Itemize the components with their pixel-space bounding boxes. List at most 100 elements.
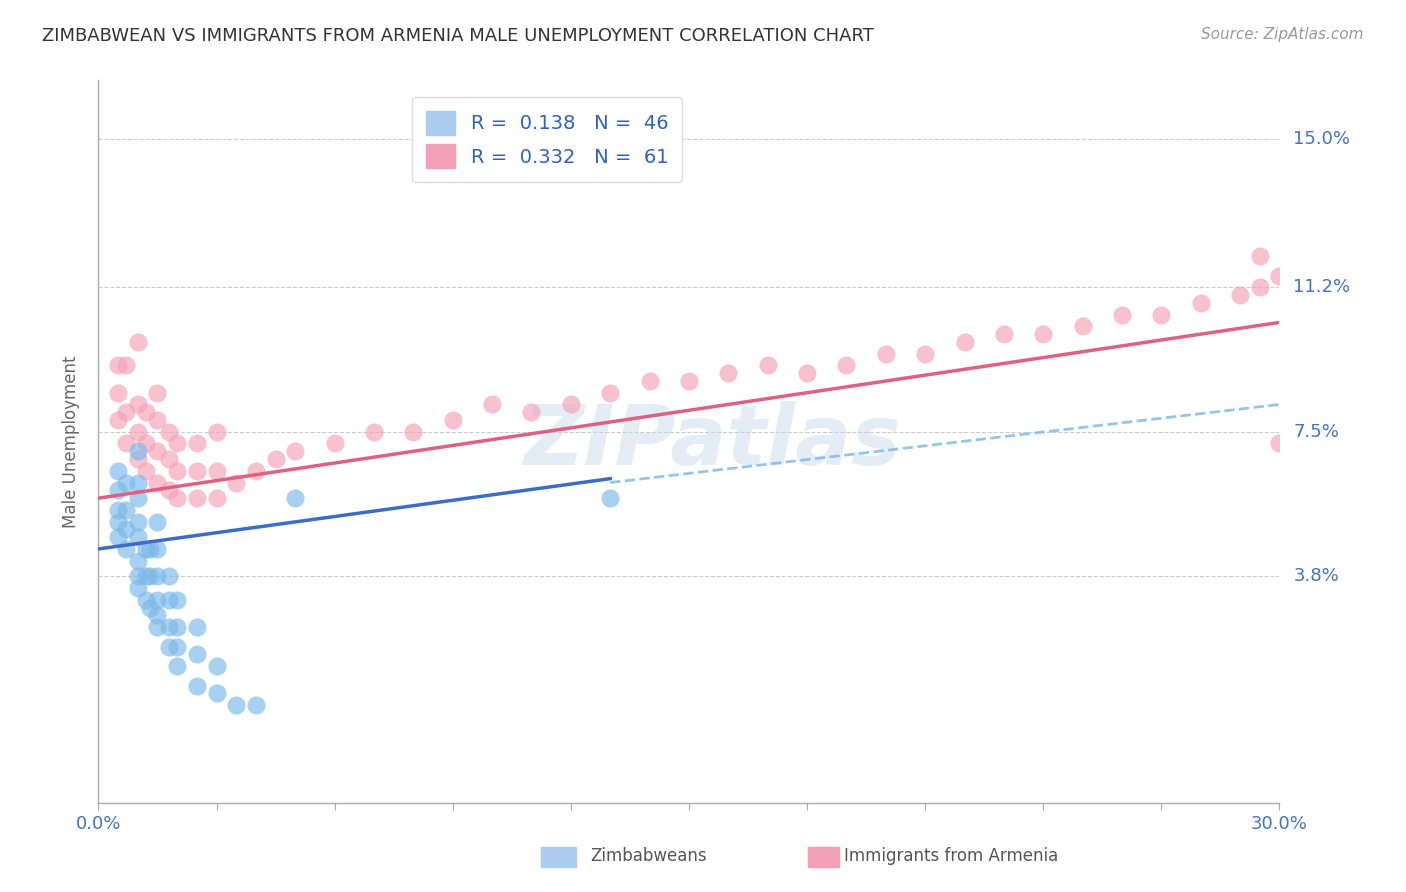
Point [127,569,149,583]
Point [993,327,1015,342]
Point [166,659,188,673]
Point [284,444,307,458]
Point [135,405,157,419]
Point [323,436,346,450]
Point [186,648,208,662]
Text: 11.2%: 11.2% [1294,278,1351,296]
Point [1032,327,1054,342]
Point [115,475,138,490]
Point [225,475,247,490]
Point [157,592,180,607]
Point [205,464,228,478]
Text: ZIMBABWEAN VS IMMIGRANTS FROM ARMENIA MALE UNEMPLOYMENT CORRELATION CHART: ZIMBABWEAN VS IMMIGRANTS FROM ARMENIA MA… [42,27,875,45]
Point [157,640,180,654]
Point [1150,308,1173,322]
Point [146,592,169,607]
Point [264,452,287,467]
Point [481,397,503,411]
Point [107,359,129,373]
Point [560,397,582,411]
Point [245,698,267,713]
Point [127,397,149,411]
Point [127,581,149,595]
Point [914,346,936,360]
Point [138,541,160,556]
Point [717,366,740,380]
Point [127,475,149,490]
Point [107,385,129,400]
Point [146,475,169,490]
Point [157,569,180,583]
Point [127,425,149,439]
Point [205,491,228,505]
Point [166,464,188,478]
Point [638,374,661,388]
Point [157,452,180,467]
Text: Immigrants from Armenia: Immigrants from Armenia [844,847,1057,865]
Point [186,436,208,450]
Point [135,436,157,450]
Point [115,405,138,419]
Point [1249,249,1271,263]
Point [115,436,138,450]
Point [1268,268,1291,283]
Point [186,679,208,693]
Point [796,366,818,380]
Point [1071,319,1094,334]
Point [1268,436,1291,450]
Point [146,385,169,400]
Point [1189,296,1212,310]
Point [205,686,228,700]
Point [157,425,180,439]
Point [115,359,138,373]
Point [107,483,129,498]
Point [441,413,464,427]
Point [225,698,247,713]
Point [127,334,149,349]
Point [363,425,385,439]
Point [135,592,157,607]
Point [135,569,157,583]
Point [146,620,169,634]
Point [520,405,543,419]
Point [875,346,897,360]
Point [166,620,188,634]
Text: ZIPatlas: ZIPatlas [523,401,901,482]
Point [166,592,188,607]
Point [599,491,621,505]
Point [135,464,157,478]
Point [127,530,149,544]
Y-axis label: Male Unemployment: Male Unemployment [62,355,80,528]
Point [166,491,188,505]
Point [115,503,138,517]
Point [146,569,169,583]
Point [205,659,228,673]
Point [678,374,700,388]
Point [146,444,169,458]
Point [127,444,149,458]
Point [115,541,138,556]
Point [127,515,149,529]
Point [1229,288,1251,302]
Point [146,608,169,623]
Point [1249,280,1271,294]
Point [107,515,129,529]
Point [107,464,129,478]
Legend: R =  0.138   N =  46, R =  0.332   N =  61: R = 0.138 N = 46, R = 0.332 N = 61 [412,97,682,182]
Point [107,503,129,517]
Point [166,436,188,450]
Text: 15.0%: 15.0% [1294,130,1350,148]
Point [127,452,149,467]
Point [157,483,180,498]
Text: Source: ZipAtlas.com: Source: ZipAtlas.com [1201,27,1364,42]
Point [115,523,138,537]
Point [756,359,779,373]
Point [205,425,228,439]
Point [186,464,208,478]
Point [166,640,188,654]
Point [245,464,267,478]
Point [107,530,129,544]
Text: 3.8%: 3.8% [1294,567,1339,585]
Point [186,620,208,634]
Point [146,515,169,529]
